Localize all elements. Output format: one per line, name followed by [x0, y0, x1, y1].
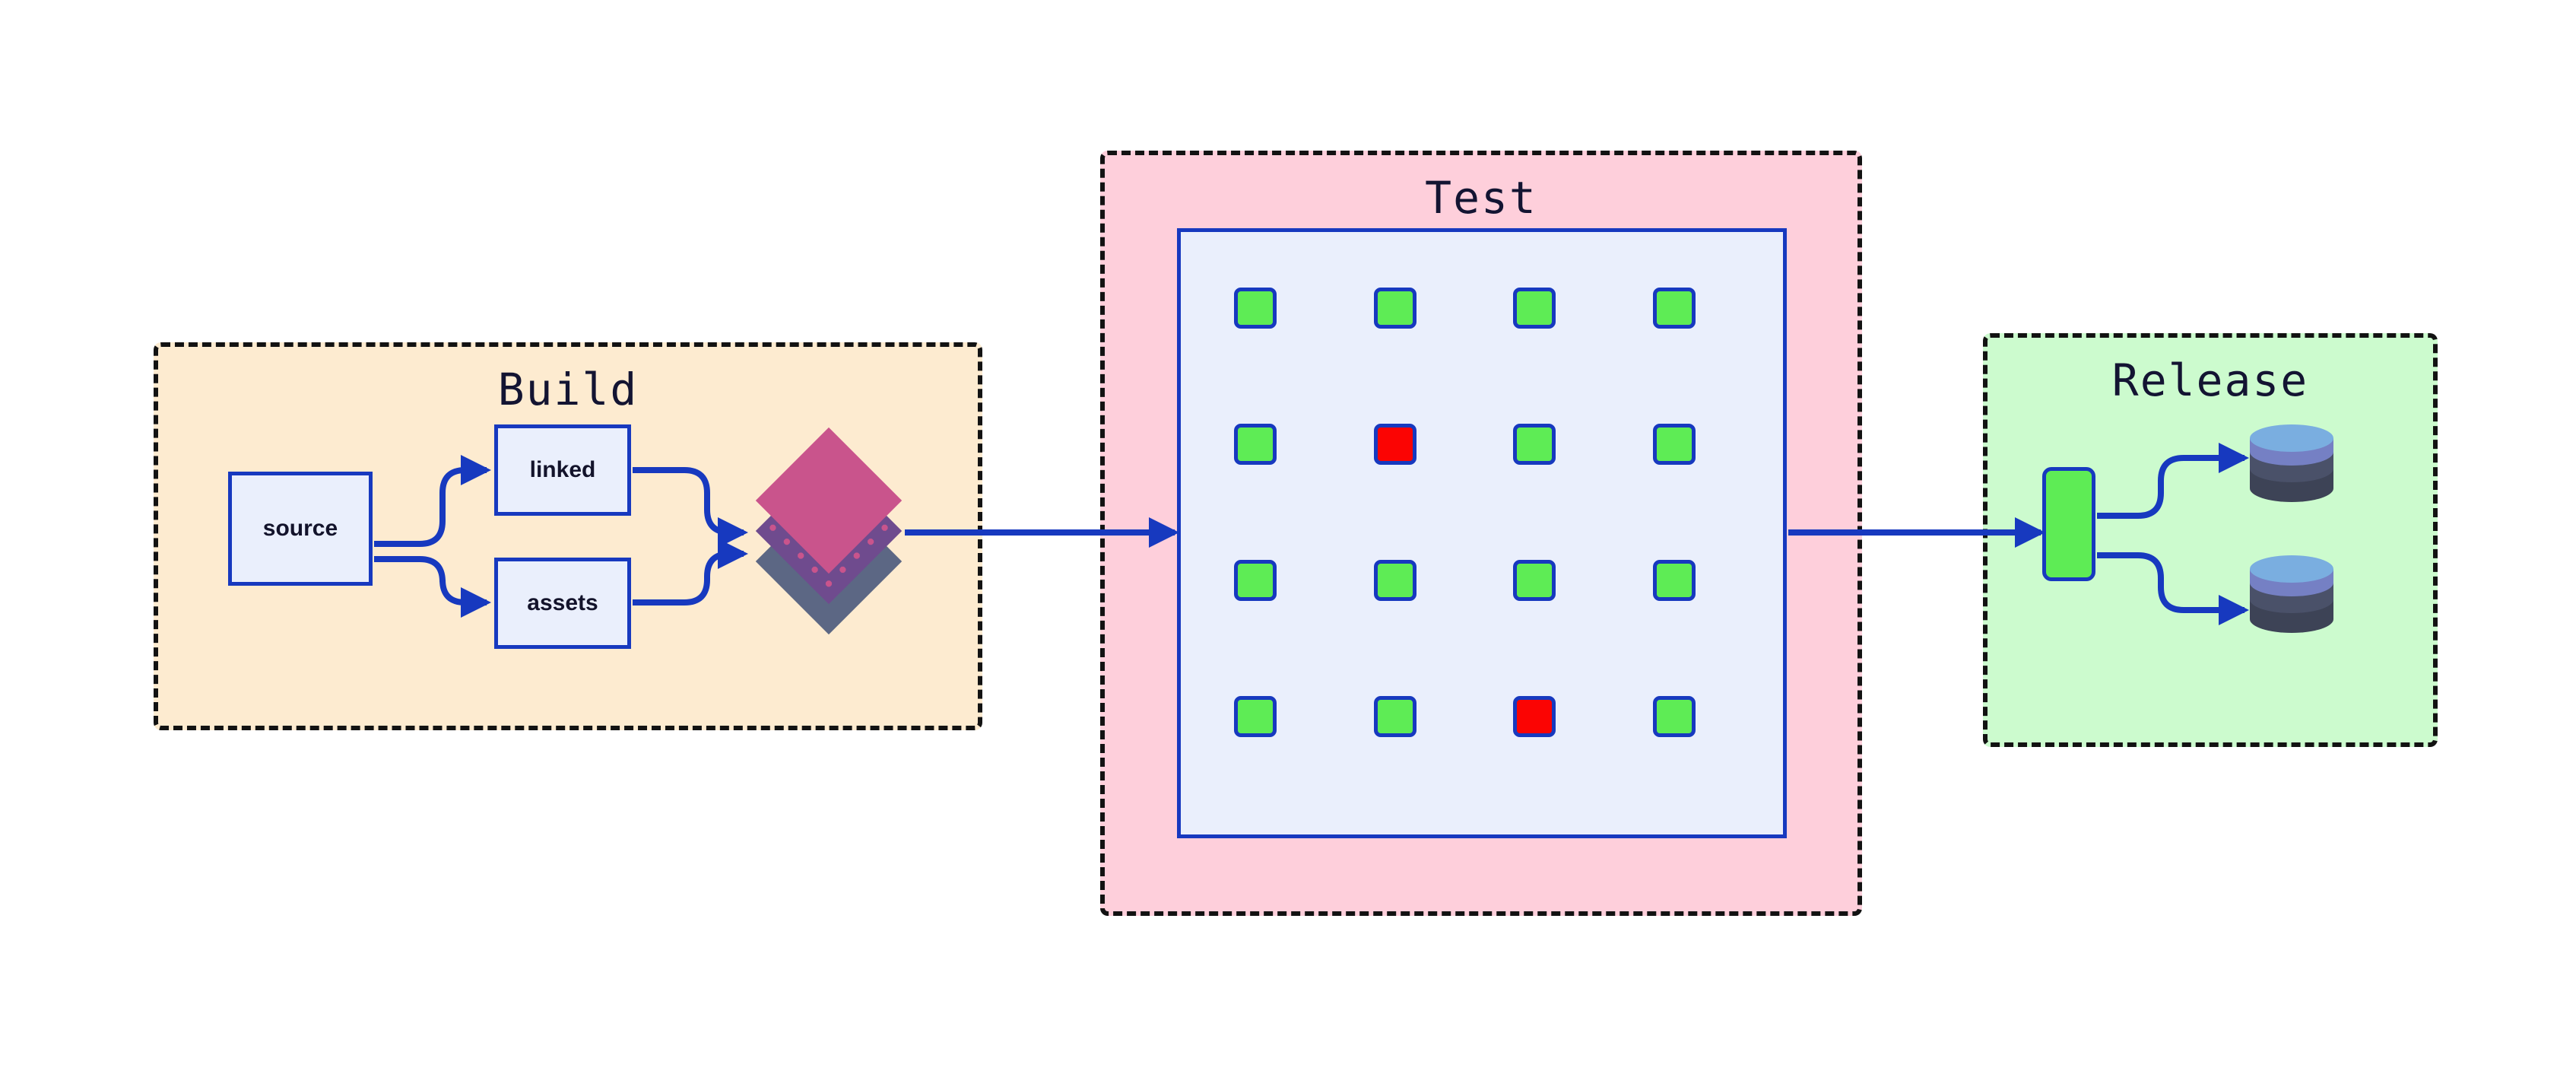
test-cell-pass[interactable] [1652, 288, 1696, 329]
test-cell-pass[interactable] [1652, 696, 1696, 737]
database-icon[interactable] [2247, 418, 2336, 508]
database-icon[interactable] [2247, 549, 2336, 639]
node-source[interactable]: source [228, 472, 373, 586]
test-cell-pass[interactable] [1234, 288, 1277, 329]
test-cell-pass[interactable] [1373, 288, 1416, 329]
node-source-label: source [262, 516, 338, 541]
test-cell-pass[interactable] [1652, 560, 1696, 601]
node-linked[interactable]: linked [494, 424, 631, 516]
node-assets-label: assets [527, 590, 598, 615]
node-assets[interactable]: assets [494, 558, 631, 649]
stacked-layers-icon [753, 427, 905, 635]
test-cell-pass[interactable] [1234, 424, 1277, 465]
test-cell-pass[interactable] [1513, 424, 1556, 465]
release-package-icon[interactable] [2042, 467, 2095, 581]
node-linked-label: linked [529, 457, 596, 482]
cluster-release-title: Release [2111, 354, 2309, 406]
test-cell-pass[interactable] [1513, 560, 1556, 601]
cluster-build-title: Build [497, 364, 639, 415]
test-cell-pass[interactable] [1373, 560, 1416, 601]
test-cell-pass[interactable] [1652, 424, 1696, 465]
test-cell-fail[interactable] [1373, 424, 1416, 465]
test-results-grid [1234, 288, 1733, 779]
test-cell-pass[interactable] [1234, 560, 1277, 601]
cluster-test-title: Test [1425, 172, 1537, 224]
test-cell-pass[interactable] [1513, 288, 1556, 329]
test-cell-pass[interactable] [1373, 696, 1416, 737]
test-cell-pass[interactable] [1234, 696, 1277, 737]
test-cell-fail[interactable] [1513, 696, 1556, 737]
